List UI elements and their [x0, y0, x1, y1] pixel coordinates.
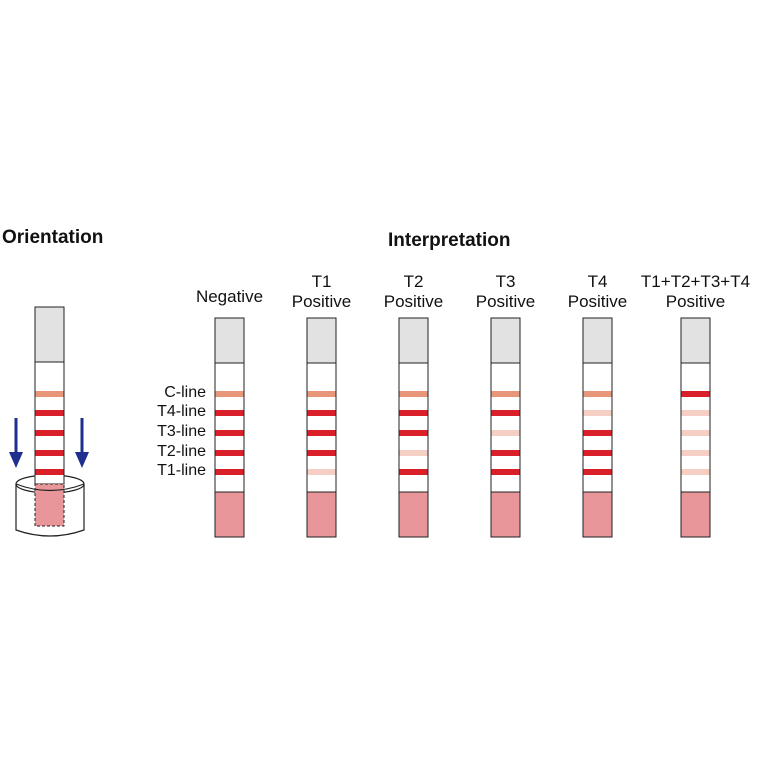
strip-5-cap — [582, 317, 613, 364]
strip-1-sample-pad — [214, 491, 245, 538]
strip-5-line-t3 — [583, 430, 612, 436]
orientation-strip-window — [34, 361, 65, 485]
orientation-strip-line-t4 — [35, 410, 64, 416]
strip-3-cap — [398, 317, 429, 364]
orientation-strip-cap — [34, 306, 65, 363]
strip-6-line-c — [681, 391, 710, 397]
strip-3-sample-pad — [398, 491, 429, 538]
down-arrow-icon-left-head — [9, 452, 23, 468]
orientation-title: Orientation — [2, 227, 104, 248]
line-label-t2: T2-line — [157, 443, 206, 460]
strip-3-line-t4 — [399, 410, 428, 416]
strip-2-line-t3 — [307, 430, 336, 436]
strip-2-line-t1 — [307, 469, 336, 475]
strip-4-line-t2 — [491, 450, 520, 456]
strip-6-sample-pad — [680, 491, 711, 538]
column-label-line2: Positive — [383, 292, 444, 311]
strip-1-line-t1 — [215, 469, 244, 475]
strip-5-line-c — [583, 391, 612, 397]
strip-3-line-t3 — [399, 430, 428, 436]
strip-3-line-t2 — [399, 450, 428, 456]
strip-1-cap — [214, 317, 245, 364]
strip-1-line-c — [215, 391, 244, 397]
strip-4-sample-pad — [490, 491, 521, 538]
cup-rim-front — [15, 483, 85, 492]
strip-2-line-t2 — [307, 450, 336, 456]
line-label-t4: T4-line — [157, 403, 206, 420]
column-label-line1: T1+T2+T3+T4 — [640, 272, 751, 291]
strip-4-line-t1 — [491, 469, 520, 475]
column-label-line1: T3 — [495, 272, 516, 291]
column-label-line2: Negative — [195, 287, 264, 306]
column-label-1: Negative — [160, 287, 300, 307]
strip-6-line-t3 — [681, 430, 710, 436]
line-label-t1: T1-line — [157, 462, 206, 479]
strip-3-line-t1 — [399, 469, 428, 475]
strip-5-line-t2 — [583, 450, 612, 456]
column-label-2: T1 Positive — [252, 272, 392, 312]
strip-6-cap — [680, 317, 711, 364]
orientation-strip-line-c — [35, 391, 64, 397]
strip-6-line-t4 — [681, 410, 710, 416]
strip-1-line-t4 — [215, 410, 244, 416]
strip-3-line-c — [399, 391, 428, 397]
strip-6-line-t1 — [681, 469, 710, 475]
orientation-strip-line-t3 — [35, 430, 64, 436]
column-label-5: T4 Positive — [528, 272, 668, 312]
strip-4-line-c — [491, 391, 520, 397]
column-label-line2: Positive — [567, 292, 628, 311]
column-label-4: T3 Positive — [436, 272, 576, 312]
strip-5-sample-pad — [582, 491, 613, 538]
orientation-strip-line-t2 — [35, 450, 64, 456]
strip-5-line-t4 — [583, 410, 612, 416]
column-label-line2: Positive — [665, 292, 726, 311]
strip-2-cap — [306, 317, 337, 364]
strip-4-line-t3 — [491, 430, 520, 436]
column-label-line1: T1 — [311, 272, 332, 291]
strip-5-line-t1 — [583, 469, 612, 475]
strip-4-cap — [490, 317, 521, 364]
column-label-6: T1+T2+T3+T4 Positive — [626, 272, 764, 312]
interpretation-title: Interpretation — [388, 230, 511, 251]
column-label-line1: T4 — [587, 272, 608, 291]
strip-2-sample-pad — [306, 491, 337, 538]
line-label-c: C-line — [164, 384, 206, 401]
orientation-strip-line-t1 — [35, 469, 64, 475]
column-label-3: T2 Positive — [344, 272, 484, 312]
strip-2-line-t4 — [307, 410, 336, 416]
strip-6-line-t2 — [681, 450, 710, 456]
strip-4-line-t4 — [491, 410, 520, 416]
strip-1-line-t3 — [215, 430, 244, 436]
column-label-line2: Positive — [475, 292, 536, 311]
line-label-t3: T3-line — [157, 423, 206, 440]
strip-2-line-c — [307, 391, 336, 397]
cup-body — [15, 484, 85, 537]
strip-1-line-t2 — [215, 450, 244, 456]
column-label-line2: Positive — [291, 292, 352, 311]
down-arrow-icon-right-head — [75, 452, 89, 468]
column-label-line1: T2 — [403, 272, 424, 291]
